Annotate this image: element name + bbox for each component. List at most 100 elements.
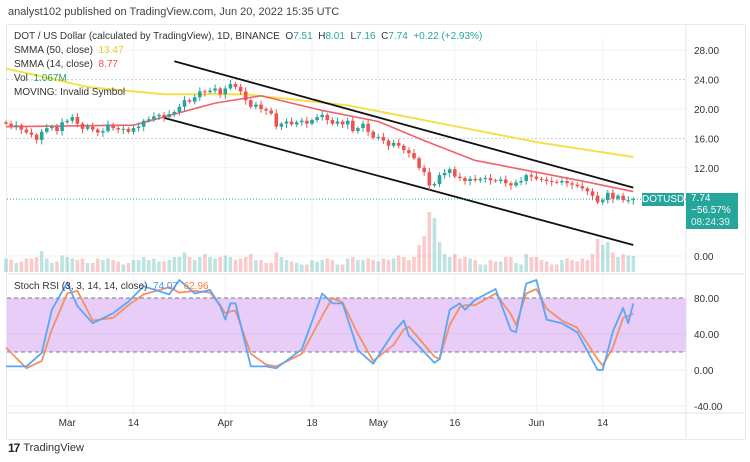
candle-body bbox=[580, 186, 585, 189]
candle-body bbox=[80, 123, 85, 129]
volume-bar bbox=[407, 260, 411, 272]
volume-bar bbox=[585, 260, 590, 272]
volume-bar bbox=[539, 260, 544, 272]
stoch-axis-label: 0.00 bbox=[694, 366, 714, 377]
smma50-legend[interactable]: SMMA (50, close) 13.47 bbox=[14, 45, 124, 56]
volume-bar bbox=[412, 257, 416, 272]
candle-body bbox=[391, 142, 396, 146]
candle-body bbox=[335, 121, 340, 124]
candle-body bbox=[259, 104, 263, 109]
candle-body bbox=[396, 142, 401, 146]
volume-bar bbox=[565, 258, 569, 272]
candle-body bbox=[386, 140, 391, 146]
volume-bar bbox=[621, 254, 625, 272]
volume-bar bbox=[549, 264, 554, 272]
volume-legend[interactable]: Vol 1.067M bbox=[14, 73, 67, 84]
volume-bar bbox=[391, 258, 396, 272]
volume-bar bbox=[152, 258, 156, 272]
candle-body bbox=[483, 178, 488, 180]
volume-bar bbox=[468, 258, 472, 272]
candle-body bbox=[198, 91, 202, 98]
volume-bar bbox=[300, 264, 304, 272]
candle-body bbox=[284, 121, 289, 124]
candle-body bbox=[626, 200, 630, 202]
volume-bar bbox=[498, 261, 503, 272]
stoch-d-line bbox=[5, 286, 634, 370]
candle-body bbox=[575, 184, 579, 187]
candle-body bbox=[172, 111, 177, 115]
volume-bar bbox=[325, 258, 330, 272]
volume-bar bbox=[198, 257, 202, 272]
volume-bar bbox=[96, 258, 100, 272]
candle-body bbox=[310, 120, 314, 124]
volume-bar bbox=[223, 255, 228, 272]
stoch-legend[interactable]: Stoch RSI (3, 3, 14, 14, close) 74.07 62… bbox=[14, 281, 209, 292]
candle-body bbox=[289, 121, 294, 125]
candle-body bbox=[4, 122, 8, 124]
volume-bar bbox=[172, 257, 177, 272]
candle-body bbox=[177, 106, 182, 112]
candle-body bbox=[529, 175, 534, 177]
candle-body bbox=[136, 126, 141, 129]
candle-body bbox=[213, 88, 217, 91]
volume-bar bbox=[371, 260, 375, 272]
volume-bar bbox=[432, 218, 437, 272]
candle-body bbox=[524, 175, 528, 182]
time-axis-label: 16 bbox=[449, 418, 461, 429]
stoch-k-value: 74.07 bbox=[152, 281, 178, 292]
volume-bar bbox=[39, 251, 44, 272]
candle-body bbox=[238, 86, 243, 92]
price-axis-label: 16.00 bbox=[694, 134, 719, 145]
volume-bar bbox=[335, 264, 340, 272]
volume-bar bbox=[396, 255, 401, 272]
volume-bar bbox=[203, 254, 207, 272]
volume-bar bbox=[80, 258, 85, 272]
candle-body bbox=[514, 182, 518, 186]
candle-body bbox=[131, 128, 136, 132]
moving-legend[interactable]: MOVING: Invalid Symbol bbox=[14, 87, 126, 98]
volume-bar bbox=[9, 260, 13, 272]
candle-body bbox=[45, 128, 49, 132]
candle-body bbox=[249, 100, 253, 107]
candle-body bbox=[65, 120, 69, 123]
candle-body bbox=[167, 114, 171, 118]
volume-bar bbox=[4, 258, 8, 272]
volume-bar bbox=[381, 258, 386, 272]
symbol-title: DOT / US Dollar (calculated by TradingVi… bbox=[14, 31, 280, 42]
candle-body bbox=[560, 181, 564, 183]
candle-body bbox=[590, 191, 595, 196]
footer-brand[interactable]: TradingView bbox=[23, 442, 84, 454]
volume-bar bbox=[570, 260, 574, 272]
volume-bar bbox=[606, 242, 610, 272]
volume-bar bbox=[177, 257, 182, 272]
volume-bar bbox=[289, 261, 294, 272]
volume-bar bbox=[238, 258, 243, 272]
candle-body bbox=[274, 113, 279, 127]
candle-body bbox=[544, 179, 549, 182]
candle-body bbox=[595, 195, 600, 203]
price-axis-label: 12.00 bbox=[694, 164, 719, 175]
volume-bar bbox=[453, 254, 457, 272]
volume-bar bbox=[294, 263, 299, 272]
candle-body bbox=[498, 179, 503, 182]
volume-bar bbox=[320, 260, 324, 272]
candle-body bbox=[279, 123, 284, 127]
smma14-legend[interactable]: SMMA (14, close) 8.77 bbox=[14, 59, 118, 70]
candle-body bbox=[233, 84, 238, 87]
volume-bar bbox=[580, 258, 585, 272]
stoch-axis-label: 40.00 bbox=[694, 330, 719, 341]
volume-bar bbox=[259, 260, 263, 272]
volume-bar bbox=[90, 263, 95, 272]
candle-body bbox=[509, 183, 513, 186]
time-axis-label: Jun bbox=[528, 418, 544, 429]
volume-bar bbox=[473, 260, 477, 272]
high-label: H bbox=[318, 31, 326, 42]
volume-bar bbox=[147, 260, 151, 272]
candle-body bbox=[402, 145, 406, 151]
volume-bar bbox=[529, 257, 534, 272]
volume-bar bbox=[269, 263, 273, 272]
volume-bar bbox=[509, 257, 513, 272]
volume-bar bbox=[243, 257, 248, 272]
volume-bar bbox=[213, 258, 217, 272]
